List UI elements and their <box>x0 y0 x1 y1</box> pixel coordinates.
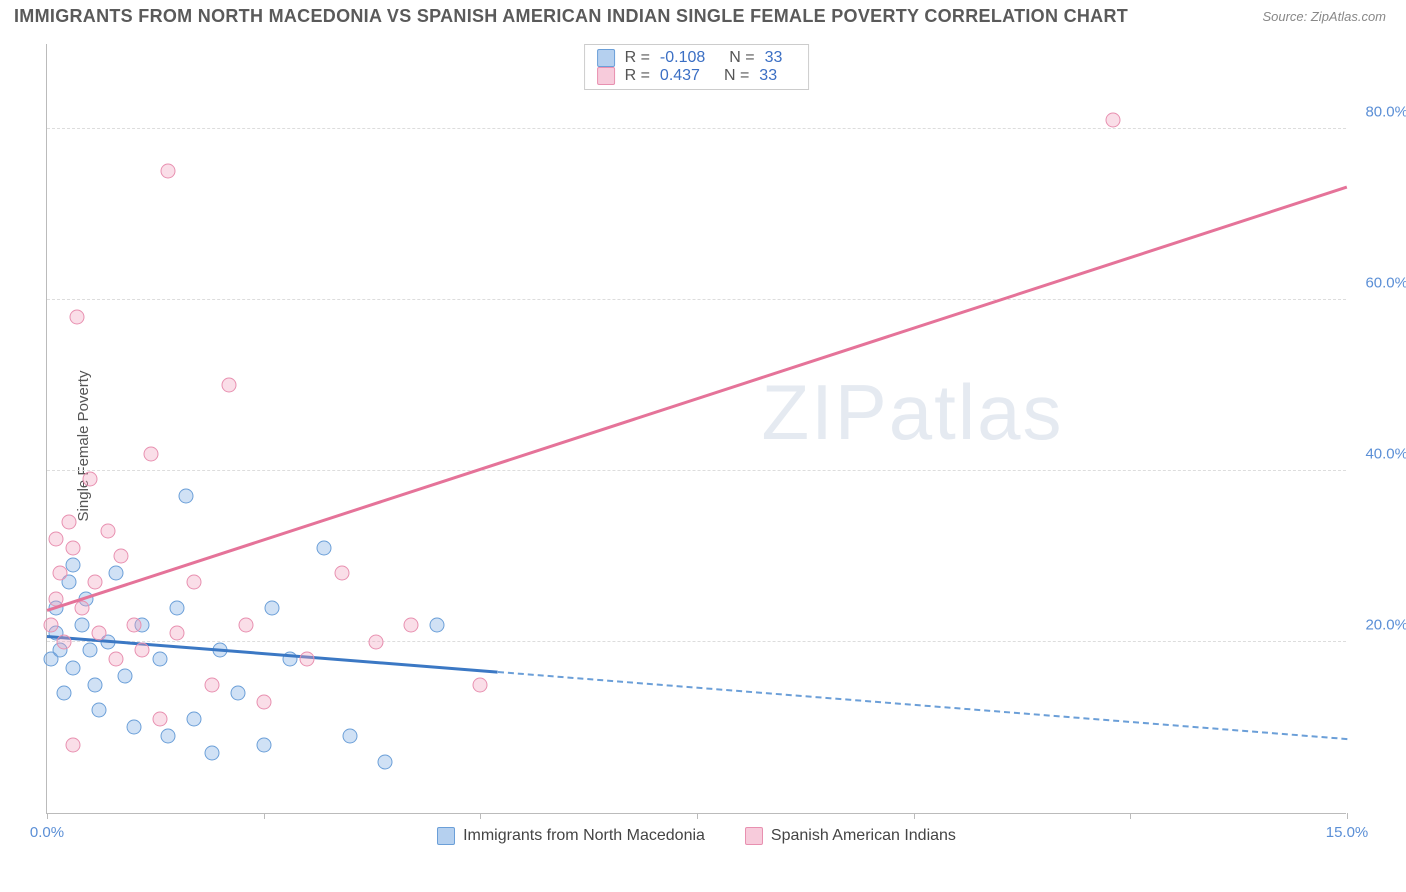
data-point <box>230 686 245 701</box>
data-point <box>87 575 102 590</box>
data-point <box>70 309 85 324</box>
x-tick-label: 15.0% <box>1326 824 1369 841</box>
x-tick <box>914 813 915 819</box>
data-point <box>170 626 185 641</box>
data-point <box>222 378 237 393</box>
x-tick <box>1130 813 1131 819</box>
data-point <box>152 711 167 726</box>
y-tick-label: 80.0% <box>1365 103 1406 120</box>
data-point <box>113 549 128 564</box>
data-point <box>126 720 141 735</box>
data-point <box>144 446 159 461</box>
legend-r-value: 0.437 <box>660 67 700 85</box>
data-point <box>66 660 81 675</box>
data-point <box>66 737 81 752</box>
data-point <box>83 472 98 487</box>
data-point <box>66 540 81 555</box>
data-point <box>53 566 68 581</box>
data-point <box>256 737 271 752</box>
gridline <box>47 470 1346 471</box>
data-point <box>87 677 102 692</box>
y-tick-label: 40.0% <box>1365 445 1406 462</box>
data-point <box>66 557 81 572</box>
legend-row: R = -0.108 N = 33 <box>597 49 797 67</box>
series-label: Immigrants from North Macedonia <box>463 827 705 845</box>
data-point <box>92 703 107 718</box>
data-point <box>265 600 280 615</box>
page-title: IMMIGRANTS FROM NORTH MACEDONIA VS SPANI… <box>14 6 1128 27</box>
series-legend: Immigrants from North Macedonia Spanish A… <box>47 827 1346 845</box>
data-point <box>239 617 254 632</box>
legend-swatch <box>597 49 615 67</box>
data-point <box>100 523 115 538</box>
data-point <box>126 617 141 632</box>
gridline <box>47 299 1346 300</box>
data-point <box>135 643 150 658</box>
data-point <box>61 515 76 530</box>
data-point <box>334 566 349 581</box>
legend-r-value: -0.108 <box>660 49 705 67</box>
data-point <box>161 164 176 179</box>
data-point <box>109 652 124 667</box>
y-tick-label: 60.0% <box>1365 274 1406 291</box>
legend-n-value: 33 <box>765 49 783 67</box>
watermark: ZIPatlas <box>761 367 1063 458</box>
source-credit: Source: ZipAtlas.com <box>1262 9 1386 24</box>
data-point <box>473 677 488 692</box>
data-point <box>204 677 219 692</box>
data-point <box>48 532 63 547</box>
data-point <box>74 617 89 632</box>
x-tick <box>264 813 265 819</box>
data-point <box>204 746 219 761</box>
data-point <box>1106 113 1121 128</box>
series-label: Spanish American Indians <box>771 827 956 845</box>
data-point <box>83 643 98 658</box>
y-tick-label: 20.0% <box>1365 616 1406 633</box>
data-point <box>256 694 271 709</box>
gridline <box>47 128 1346 129</box>
data-point <box>92 626 107 641</box>
legend-swatch <box>597 67 615 85</box>
legend-r-label: R = <box>625 67 650 85</box>
gridline <box>47 641 1346 642</box>
data-point <box>369 634 384 649</box>
data-point <box>57 686 72 701</box>
legend-n-value: 33 <box>759 67 777 85</box>
series-legend-item: Spanish American Indians <box>745 827 956 845</box>
series-legend-item: Immigrants from North Macedonia <box>437 827 705 845</box>
data-point <box>170 600 185 615</box>
data-point <box>44 617 59 632</box>
x-tick <box>697 813 698 819</box>
x-tick-label: 0.0% <box>30 824 64 841</box>
legend-n-label: N = <box>729 49 754 67</box>
data-point <box>118 669 133 684</box>
x-tick <box>47 813 48 819</box>
data-point <box>109 566 124 581</box>
data-point <box>317 540 332 555</box>
data-point <box>74 600 89 615</box>
regression-line <box>498 671 1347 740</box>
data-point <box>378 754 393 769</box>
data-point <box>161 729 176 744</box>
data-point <box>187 711 202 726</box>
correlation-legend: R = -0.108 N = 33 R = 0.437 N = 33 <box>584 44 810 90</box>
data-point <box>178 489 193 504</box>
data-point <box>57 634 72 649</box>
x-tick <box>480 813 481 819</box>
legend-row: R = 0.437 N = 33 <box>597 67 797 85</box>
data-point <box>187 575 202 590</box>
data-point <box>300 652 315 667</box>
regression-line <box>47 186 1348 612</box>
data-point <box>343 729 358 744</box>
data-point <box>152 652 167 667</box>
legend-n-label: N = <box>724 67 749 85</box>
legend-swatch <box>437 827 455 845</box>
data-point <box>404 617 419 632</box>
correlation-chart: ZIPatlas R =-0.108N =33R =0.437N =33 Imm… <box>46 44 1346 814</box>
data-point <box>430 617 445 632</box>
x-tick <box>1347 813 1348 819</box>
legend-swatch <box>745 827 763 845</box>
legend-r-label: R = <box>625 49 650 67</box>
